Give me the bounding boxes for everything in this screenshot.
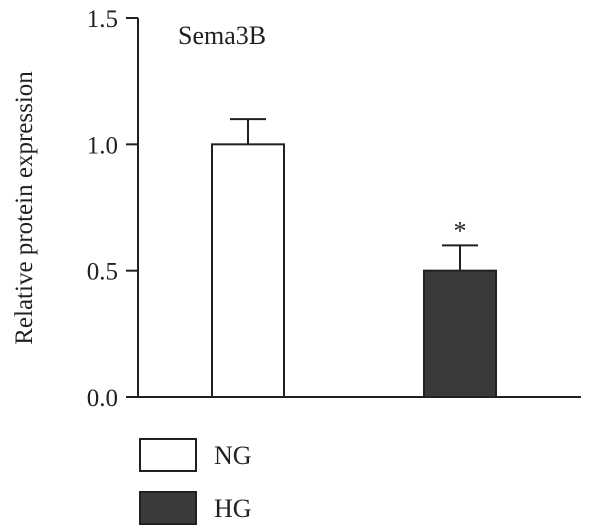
y-tick-label: 1.0 (87, 132, 118, 159)
significance-marker: * (454, 216, 467, 245)
y-tick-label: 1.5 (87, 6, 118, 33)
bar-hg (423, 269, 497, 398)
y-tick-label: 0.5 (87, 259, 118, 286)
legend-swatch (139, 438, 197, 472)
legend-swatch (139, 491, 197, 525)
legend-label: NG (214, 441, 252, 470)
bar-ng (211, 143, 285, 398)
legend-label: HG (214, 494, 252, 523)
axes: 0.0 0.5 1.0 1.5 (87, 6, 581, 412)
bars: * (211, 118, 497, 398)
legend: NG HG (139, 438, 252, 525)
y-axis-label: Relative protein expression (11, 71, 38, 345)
chart-title: Sema3B (178, 21, 266, 50)
y-tick-label: 0.0 (87, 385, 118, 412)
